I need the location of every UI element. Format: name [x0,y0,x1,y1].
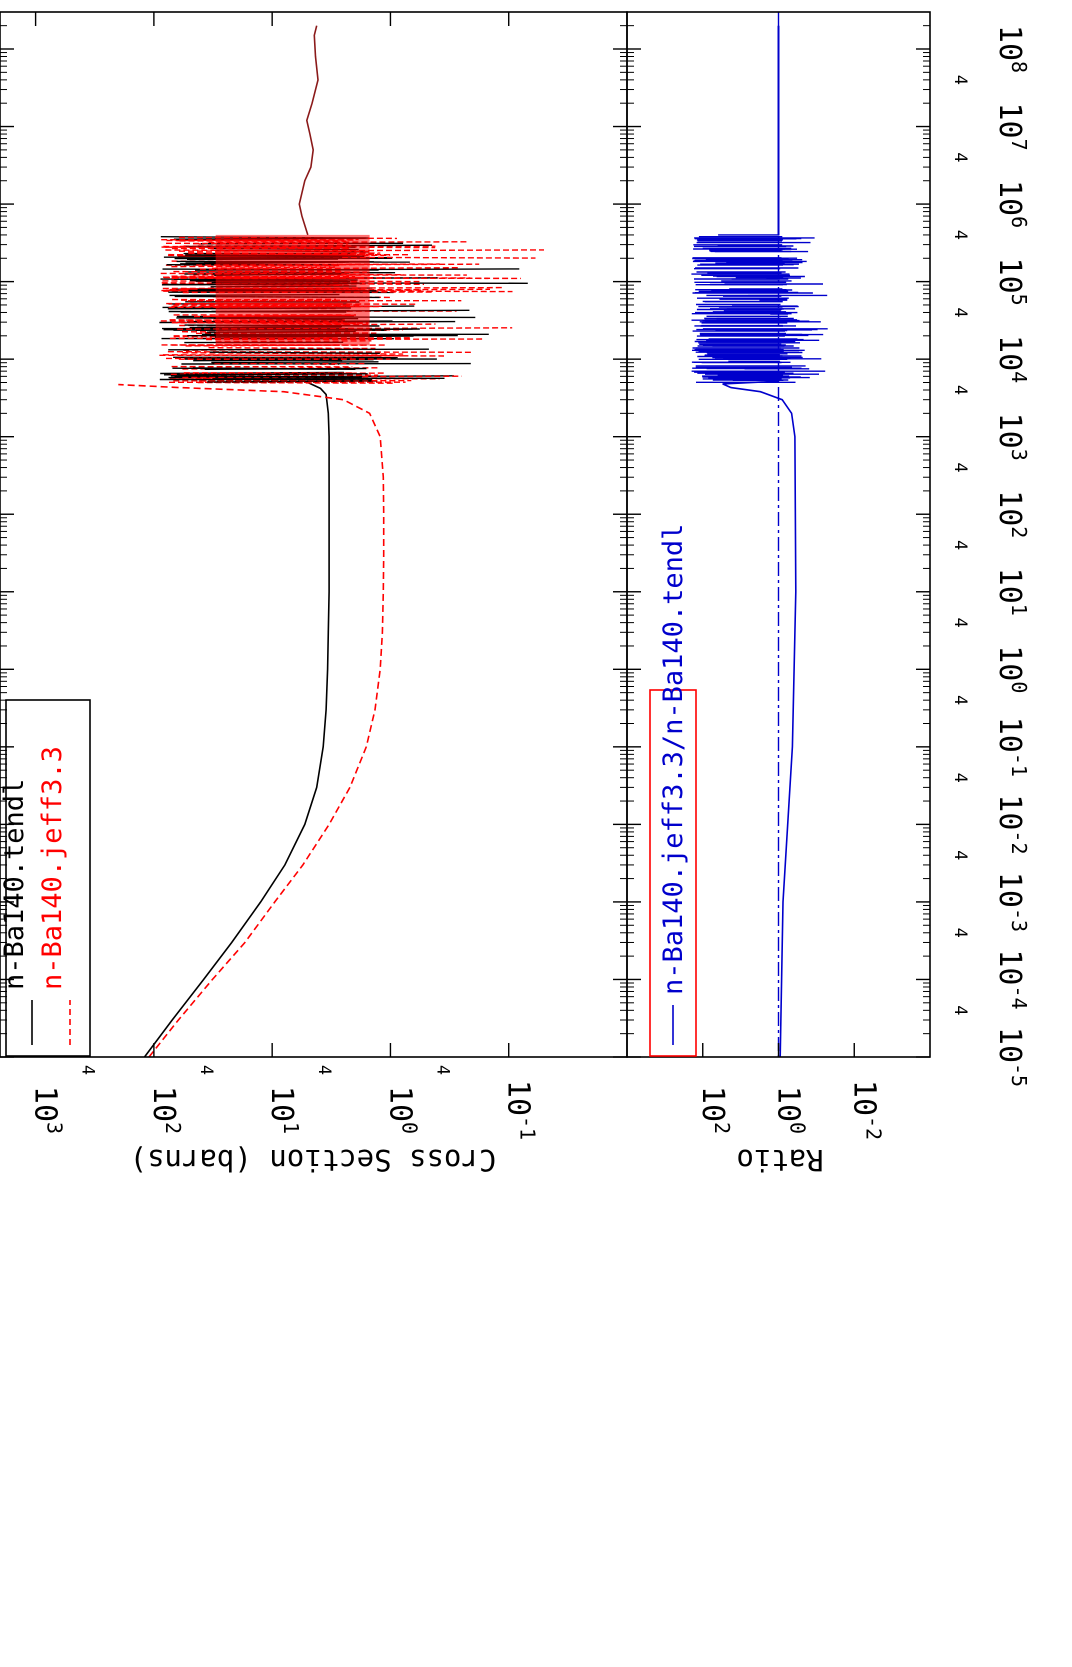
resonance-spike [209,351,380,354]
ratio-legend: n-Ba140.jeff3.3/n-Ba140.tendl [649,524,697,1057]
y-minor-label: 4 [78,1065,98,1075]
y-tick-exponent: 2 [161,1122,185,1134]
cross-section-plot-area [118,25,545,1058]
resonance-spike [162,354,406,357]
energy-tick-exponent: -2 [1007,830,1031,854]
resonance-spike [192,367,356,370]
energy-tick-exponent: -3 [1007,908,1031,932]
energy-tick-label: 10-2 [992,794,1031,854]
energy-tick-exponent: 8 [1007,61,1031,73]
series-line-high-energy [298,25,319,236]
energy-axis: 10-5410-4410-3410-2410-14100410141024103… [0,11,1031,1087]
resonance-spike [162,275,356,278]
legend-label-jeff: n-Ba140.jeff3.3 [37,746,68,990]
resonance-spike [170,375,362,378]
cross-section-legend: n-Ba140.tendl n-Ba140.jeff3.3 [0,699,91,1057]
energy-minor-label: 4 [950,695,970,705]
energy-minor-label: 4 [950,617,970,627]
ratio-spikes [691,234,828,383]
y-tick-exponent: 3 [43,1122,67,1134]
energy-minor-label: 4 [950,307,970,317]
energy-tick-exponent: -5 [1007,1063,1031,1087]
series-line-jeff [118,383,385,1058]
y-tick-label: 10-1 [501,1080,540,1140]
energy-tick-exponent: 7 [1007,139,1031,151]
resonance-spike [197,381,395,384]
energy-minor-label: 4 [950,152,970,162]
legend-label-ratio: n-Ba140.jeff3.3/n-Ba140.tendl [658,524,689,995]
y-tick-exponent: 0 [397,1122,421,1134]
resonance-spike [173,270,368,273]
energy-minor-label: 4 [950,850,970,860]
y-tick-exponent: 0 [786,1122,810,1134]
y-tick-exponent: -1 [516,1116,540,1140]
energy-tick-label: 105 [992,258,1031,306]
resonance-spike [213,354,445,357]
y-tick-exponent: -2 [861,1116,885,1140]
series-line-ratio [722,380,797,1058]
energy-tick-exponent: 4 [1007,371,1031,383]
energy-tick-exponent: -1 [1007,753,1031,777]
energy-minor-label: 4 [950,540,970,550]
energy-tick-exponent: 6 [1007,216,1031,228]
cross-section-y-axis-label: Cross Section (barns) [130,1143,497,1177]
y-minor-label: 4 [196,1065,216,1075]
energy-tick-exponent: 0 [1007,681,1031,693]
energy-minor-label: 4 [950,773,970,783]
y-tick-exponent: 1 [279,1122,303,1134]
energy-tick-exponent: 1 [1007,604,1031,616]
energy-tick-exponent: 3 [1007,449,1031,461]
energy-tick-exponent: -4 [1007,985,1031,1009]
energy-minor-label: 4 [950,385,970,395]
energy-minor-label: 4 [950,462,970,472]
energy-tick-exponent: 2 [1007,526,1031,538]
energy-minor-label: 4 [950,230,970,240]
ratio-plot-area [691,12,828,1058]
resonance-spikes [159,234,545,384]
energy-tick-label: 103 [992,413,1031,461]
resonance-dense-band [215,234,370,346]
energy-tick-label: 100 [992,645,1031,693]
y-tick-exponent: 2 [710,1122,734,1134]
energy-minor-label: 4 [950,75,970,85]
resonance-spike [166,302,417,305]
energy-tick-label: 108 [992,25,1031,73]
energy-tick-exponent: 5 [1007,294,1031,306]
cross-section-legend-box [5,699,91,1057]
energy-minor-label: 4 [950,1005,970,1015]
y-minor-label: 4 [314,1065,334,1075]
resonance-spike [211,361,379,364]
energy-minor-label: 4 [950,928,970,938]
ratio-legend-box [649,689,697,1057]
resonance-spike [168,348,429,351]
legend-label-tendl: n-Ba140.tendl [0,779,30,990]
ratio-y-axis-label: Ratio [736,1143,823,1177]
resonance-spike [178,373,368,376]
resonance-spike [166,374,379,376]
series-line-tendl [143,381,330,1058]
y-minor-label: 4 [433,1065,453,1075]
